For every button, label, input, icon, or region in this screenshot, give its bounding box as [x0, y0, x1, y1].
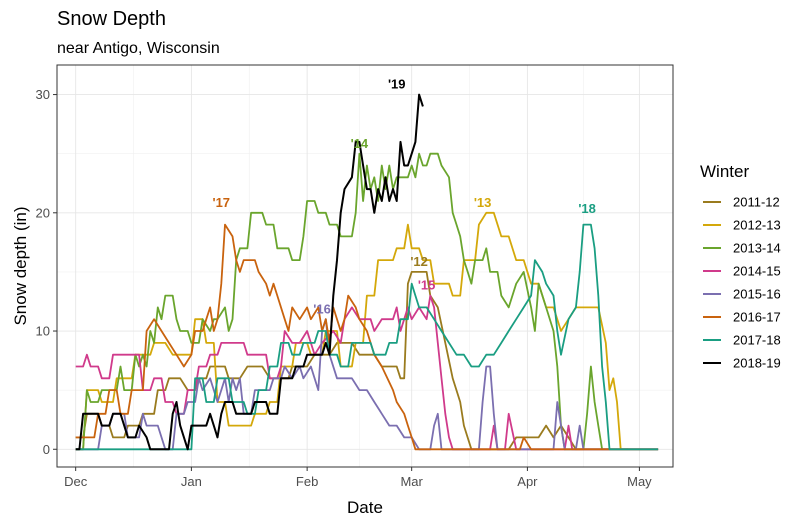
legend-label-2011-12: 2011-12 [733, 195, 780, 210]
x-tick-label: Feb [296, 474, 318, 489]
series-label-2017-18: '18 [578, 201, 596, 216]
series-label-2011-12: '12 [410, 254, 428, 269]
x-tick-label: May [627, 474, 652, 489]
legend-label-2016-17: 2016-17 [733, 310, 781, 325]
series-line-2013-14 [75, 152, 610, 451]
legend-label-2018-19: 2018-19 [733, 356, 781, 371]
legend-title: Winter [700, 162, 749, 181]
chart-subtitle: near Antigo, Wisconsin [57, 40, 220, 57]
chart-title: Snow Depth [57, 8, 166, 30]
y-tick-label: 10 [36, 324, 50, 339]
series-label-2012-13: '13 [474, 195, 492, 210]
legend-items: 2011-12 2012-13 2013-14 2014-15 2015-16 2016-… [703, 195, 781, 371]
legend-label-2017-18: 2017-18 [733, 333, 781, 348]
x-tick-label: Apr [517, 474, 538, 489]
legend: Winter 2011-12 2012-13 2013-14 2014-15 2015-… [700, 162, 781, 371]
x-tick-label: Jan [181, 474, 202, 489]
y-axis: 0 10 20 30 [36, 87, 57, 457]
x-tick-label: Mar [400, 474, 423, 489]
legend-label-2014-15: 2014-15 [733, 264, 781, 279]
y-tick-label: 0 [43, 442, 50, 457]
y-axis-title: Snow depth (in) [11, 206, 30, 325]
series-labels: '12 '13 '14 '15 '16 '17 '18 '19 [212, 77, 595, 317]
grid [57, 65, 673, 467]
legend-label-2012-13: 2012-13 [733, 218, 781, 233]
series-label-2015-16: '16 [313, 301, 331, 316]
x-tick-label: Dec [64, 474, 88, 489]
series-line-2018-19 [75, 93, 424, 451]
series-label-2014-15: '15 [418, 278, 436, 293]
plot-panel-border [56, 64, 674, 468]
series-line-2017-18 [75, 223, 659, 451]
series-line-2016-17 [75, 223, 659, 451]
y-tick-label: 30 [36, 87, 50, 102]
legend-label-2015-16: 2015-16 [733, 287, 781, 302]
legend-label-2013-14: 2013-14 [733, 241, 781, 256]
series-label-2016-17: '17 [212, 195, 230, 210]
series-label-2018-19: '19 [388, 77, 406, 92]
x-axis: Dec Jan Feb Mar Apr May [64, 467, 652, 489]
x-axis-title: Date [347, 498, 383, 517]
series-label-2013-14: '14 [351, 136, 369, 151]
series-line-2014-15 [75, 294, 659, 451]
y-tick-label: 20 [36, 205, 50, 220]
series-lines [75, 93, 659, 451]
